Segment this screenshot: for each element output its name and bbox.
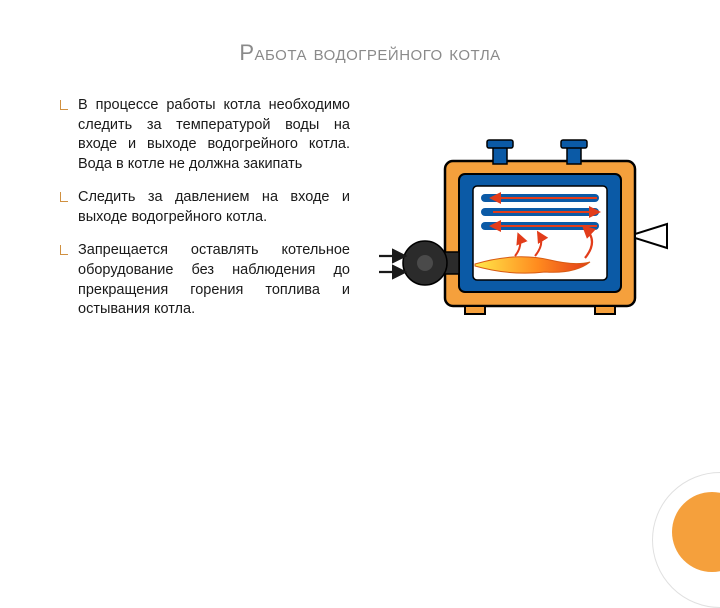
text-column: В процессе работы котла необходимо следи… xyxy=(60,96,350,346)
slide: Работа водогрейного котла В процессе раб… xyxy=(0,0,720,540)
list-item: Запрещается оставлять котельное оборудов… xyxy=(60,241,350,319)
boiler-diagram xyxy=(375,116,675,346)
boiler-foot xyxy=(465,306,485,314)
boiler-foot xyxy=(595,306,615,314)
diagram-column xyxy=(370,96,680,346)
page-title: Работа водогрейного котла xyxy=(60,40,680,66)
content-row: В процессе работы котла необходимо следи… xyxy=(60,96,680,346)
burner-fan-hub xyxy=(417,255,433,271)
exhaust-port xyxy=(635,224,667,248)
list-item: Следить за давлением на входе и выходе в… xyxy=(60,188,350,227)
bullet-list: В процессе работы котла необходимо следи… xyxy=(60,96,350,320)
list-item: В процессе работы котла необходимо следи… xyxy=(60,96,350,174)
